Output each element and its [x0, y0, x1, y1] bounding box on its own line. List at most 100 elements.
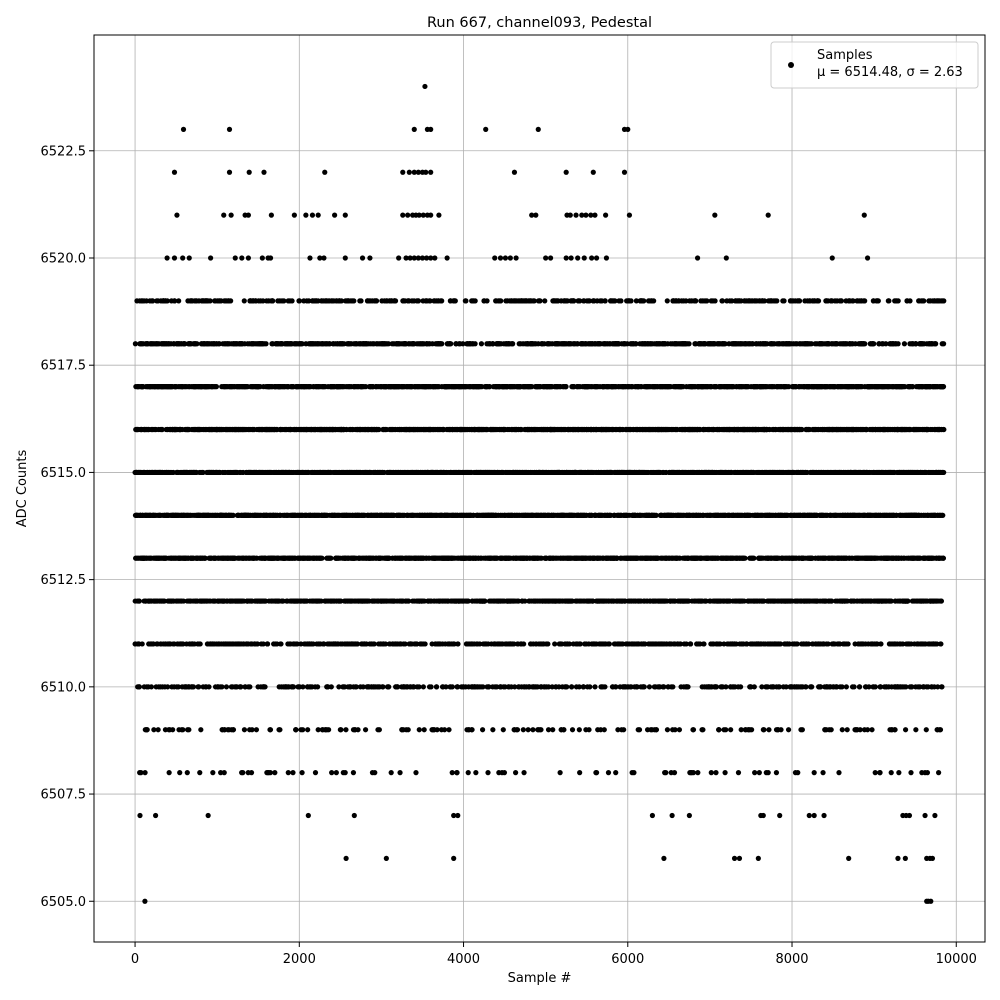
data-point [182, 341, 188, 347]
data-point [198, 727, 204, 733]
data-point [260, 298, 266, 304]
data-point [254, 641, 261, 647]
data-point [351, 298, 357, 304]
data-point [228, 298, 234, 304]
data-point [439, 341, 445, 347]
data-point [159, 426, 165, 433]
data-point [300, 684, 306, 690]
data-point [223, 684, 230, 690]
data-point [196, 684, 202, 690]
data-point [218, 770, 224, 776]
data-point [479, 727, 486, 733]
data-point [318, 598, 324, 604]
data-point [358, 298, 364, 304]
data-point [293, 727, 299, 733]
data-point [151, 727, 157, 733]
data-point [343, 727, 349, 733]
data-point [392, 298, 399, 304]
data-point [190, 684, 197, 690]
data-point [263, 341, 269, 347]
data-point [328, 684, 334, 690]
data-point [175, 684, 182, 690]
data-point [434, 684, 440, 690]
data-point [213, 384, 220, 390]
data-point [265, 641, 271, 647]
data-point [289, 298, 295, 304]
data-point [247, 684, 253, 690]
data-point [473, 770, 479, 776]
data-point [312, 770, 319, 776]
data-point [294, 641, 300, 647]
data-point [472, 298, 478, 304]
data-point [206, 684, 212, 690]
data-point [272, 770, 278, 776]
data-point [469, 727, 475, 733]
data-point [184, 770, 190, 776]
data-point [230, 512, 236, 518]
data-point [538, 727, 544, 733]
data-point [278, 641, 284, 647]
data-point [290, 770, 296, 776]
data-point [248, 770, 255, 776]
data-point [421, 727, 427, 733]
data-point [490, 727, 496, 733]
data-point [155, 727, 161, 733]
data-point [501, 770, 508, 776]
data-point [299, 341, 305, 347]
data-point [202, 555, 208, 561]
data-point [197, 770, 203, 776]
data-point [267, 727, 274, 733]
data-point [482, 598, 488, 604]
data-point [136, 598, 142, 604]
data-point [465, 770, 471, 776]
data-point [478, 341, 485, 347]
data-point [329, 770, 335, 776]
data-point [200, 469, 206, 476]
data-point [319, 555, 325, 561]
data-point [296, 298, 303, 304]
data-point [373, 298, 380, 304]
data-point [219, 684, 225, 690]
data-point [454, 770, 460, 776]
data-point [315, 727, 321, 733]
data-point [422, 641, 428, 647]
data-point [485, 770, 491, 776]
data-point [253, 727, 260, 733]
data-point [463, 298, 469, 304]
data-point [210, 770, 216, 776]
data-point [170, 727, 176, 733]
data-point [484, 298, 490, 304]
data-point [441, 727, 448, 733]
data-point [148, 684, 154, 690]
data-point [138, 770, 144, 776]
data-point [521, 641, 527, 647]
data-point [136, 684, 143, 690]
data-point [362, 727, 369, 733]
data-point [388, 770, 394, 776]
data-point [144, 727, 150, 733]
data-point [165, 684, 171, 690]
data-point [439, 298, 445, 304]
data-point [238, 684, 244, 690]
data-point [520, 727, 526, 733]
data-point [350, 770, 357, 776]
data-point [281, 298, 287, 304]
data-point [207, 298, 213, 304]
data-point [197, 641, 203, 647]
data-point [500, 727, 506, 733]
data-point [267, 770, 273, 776]
data-point [446, 727, 452, 733]
data-point [230, 727, 237, 733]
data-point [472, 341, 478, 347]
data-point [240, 770, 246, 776]
data-points [132, 83, 947, 904]
data-point [306, 298, 312, 304]
data-point [455, 641, 461, 647]
data-point [428, 684, 434, 690]
data-point [333, 770, 339, 776]
data-point [176, 298, 182, 304]
data-point [305, 727, 311, 733]
data-point [498, 298, 504, 304]
